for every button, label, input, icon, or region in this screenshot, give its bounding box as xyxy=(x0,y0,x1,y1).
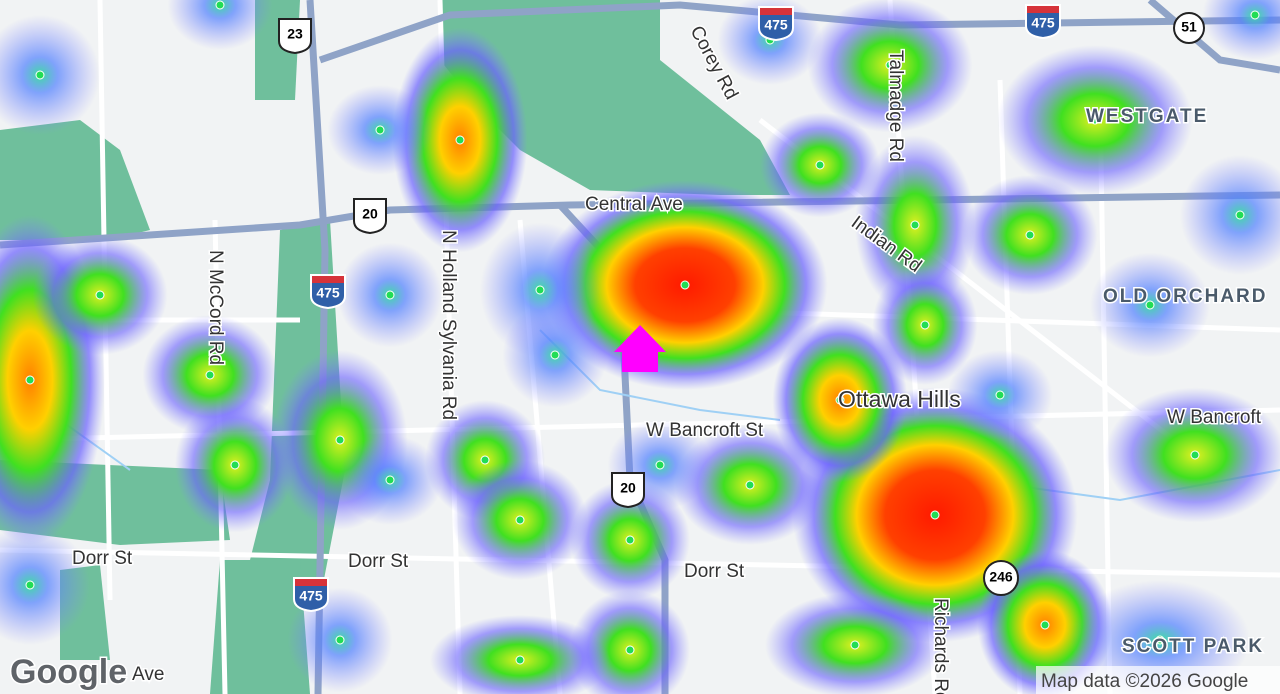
point-marker xyxy=(455,135,465,145)
shield-label: 475 xyxy=(316,285,340,301)
heat-blob xyxy=(430,615,610,694)
shield-label: 475 xyxy=(299,588,323,604)
point-marker xyxy=(205,370,215,380)
point-marker xyxy=(1155,635,1165,645)
road-label: W Bancroft xyxy=(1167,407,1262,428)
point-marker xyxy=(1190,450,1200,460)
heat-blob xyxy=(1180,155,1280,275)
point-marker xyxy=(215,0,225,10)
point-marker xyxy=(230,460,240,470)
point-marker xyxy=(535,285,545,295)
attribution-bg xyxy=(1036,666,1280,694)
place-label: WESTGATE xyxy=(1086,106,1208,127)
point-marker xyxy=(1090,115,1100,125)
heat-blob xyxy=(0,525,90,645)
point-marker xyxy=(625,645,635,655)
point-marker xyxy=(95,290,105,300)
point-marker xyxy=(745,480,755,490)
point-marker xyxy=(1040,620,1050,630)
road-label: Richards Rd xyxy=(930,598,951,694)
place-label: SCOTT PARK xyxy=(1122,636,1264,657)
road-label: Ave xyxy=(132,664,164,685)
road-label: Dorr St xyxy=(684,561,745,582)
shield-label: 23 xyxy=(287,26,303,42)
heat-blob xyxy=(0,15,100,135)
shield-label: 475 xyxy=(764,17,788,33)
place-label: OLD ORCHARD xyxy=(1103,286,1268,307)
point-marker xyxy=(680,280,690,290)
shields: 23 20 475 475 475 475 51 246 20 xyxy=(278,4,1205,613)
point-marker xyxy=(1250,10,1260,20)
road-label: N McCord Rd xyxy=(205,250,226,365)
point-marker xyxy=(625,535,635,545)
point-marker xyxy=(385,475,395,485)
point-marker xyxy=(995,390,1005,400)
town-label: Ottawa Hills xyxy=(838,386,961,412)
shield-label: 51 xyxy=(1181,19,1197,35)
point-marker xyxy=(885,60,895,70)
road-label: Dorr St xyxy=(348,551,409,572)
point-marker xyxy=(375,125,385,135)
point-marker xyxy=(835,395,845,405)
shield-label: 20 xyxy=(362,206,378,222)
point-marker xyxy=(35,70,45,80)
shield-label: 475 xyxy=(1031,15,1055,31)
point-marker xyxy=(335,435,345,445)
road-label: W Bancroft St xyxy=(646,420,764,441)
point-marker xyxy=(1145,300,1155,310)
attribution: Map data ©2026 Google xyxy=(1041,671,1248,692)
point-marker xyxy=(1235,210,1245,220)
point-marker xyxy=(850,640,860,650)
road-label: Central Ave xyxy=(585,194,683,215)
point-marker xyxy=(25,580,35,590)
point-marker xyxy=(335,635,345,645)
point-marker xyxy=(515,655,525,665)
heat-blob xyxy=(1202,0,1280,60)
point-marker xyxy=(910,220,920,230)
point-marker xyxy=(815,160,825,170)
road-label: N Holland Sylvania Rd xyxy=(438,230,459,420)
point-marker xyxy=(930,510,940,520)
point-marker xyxy=(480,455,490,465)
point-marker xyxy=(515,515,525,525)
point-marker xyxy=(550,350,560,360)
point-marker xyxy=(25,375,35,385)
point-marker xyxy=(385,290,395,300)
google-logo: Google xyxy=(10,653,127,691)
road-label: Dorr St xyxy=(72,548,133,569)
home-marker xyxy=(614,325,666,372)
point-marker xyxy=(655,460,665,470)
shield-label: 20 xyxy=(620,480,636,496)
shield-label: 246 xyxy=(989,569,1013,585)
road-label: Talmadge Rd xyxy=(885,50,906,162)
point-marker xyxy=(1025,230,1035,240)
heat-blob xyxy=(167,0,273,50)
point-marker xyxy=(920,320,930,330)
